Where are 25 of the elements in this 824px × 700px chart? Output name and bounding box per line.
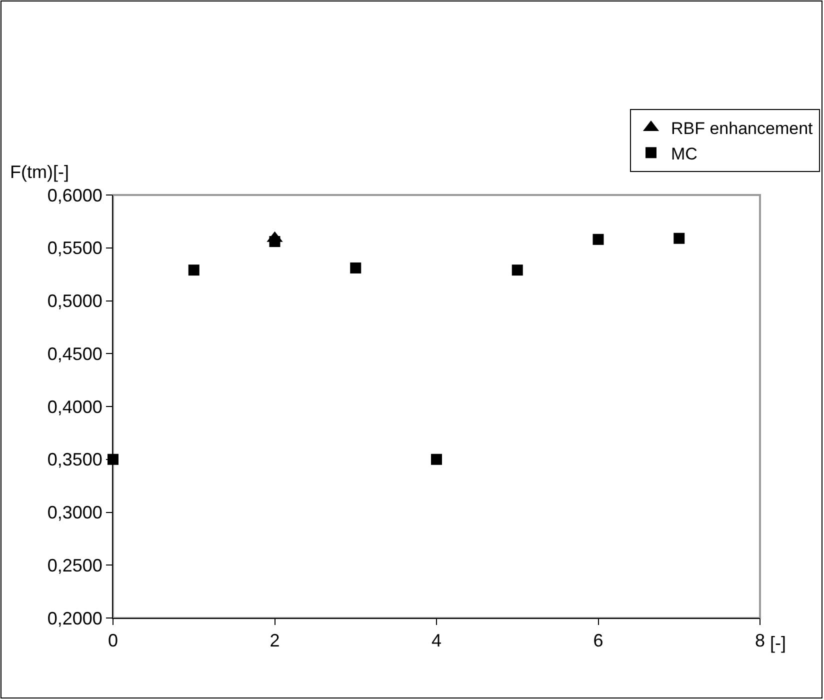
point [269,236,280,248]
y-tick-label: 0,4500 [47,344,102,364]
point [431,454,442,465]
point [592,234,604,245]
point [674,232,685,244]
legend-label: RBF enhancement [671,119,814,138]
y-tick-label: 0,3500 [47,450,102,470]
x-tick-label: 6 [593,630,604,651]
x-tick-label: 0 [108,630,118,651]
y-tick-label: 0,2000 [47,608,102,628]
y-axis-title: F(tm)[-] [10,162,69,182]
point [188,264,200,276]
x-axis-title: [-] [770,633,786,653]
x-tick-label: 4 [431,630,442,651]
x-tick-label: 8 [754,630,766,651]
y-tick-label: 0,5500 [47,238,102,258]
point [350,262,362,274]
y-tick-label: 0,5000 [47,291,102,312]
point [512,264,523,276]
x-tick-label: 2 [270,630,280,651]
legend-label: MC [671,144,698,164]
y-tick-label: 0,2500 [47,555,102,576]
y-tick-label: 0,3000 [47,502,102,523]
y-tick-label: 0,6000 [47,185,102,206]
y-tick-label: 0,4000 [47,396,102,417]
